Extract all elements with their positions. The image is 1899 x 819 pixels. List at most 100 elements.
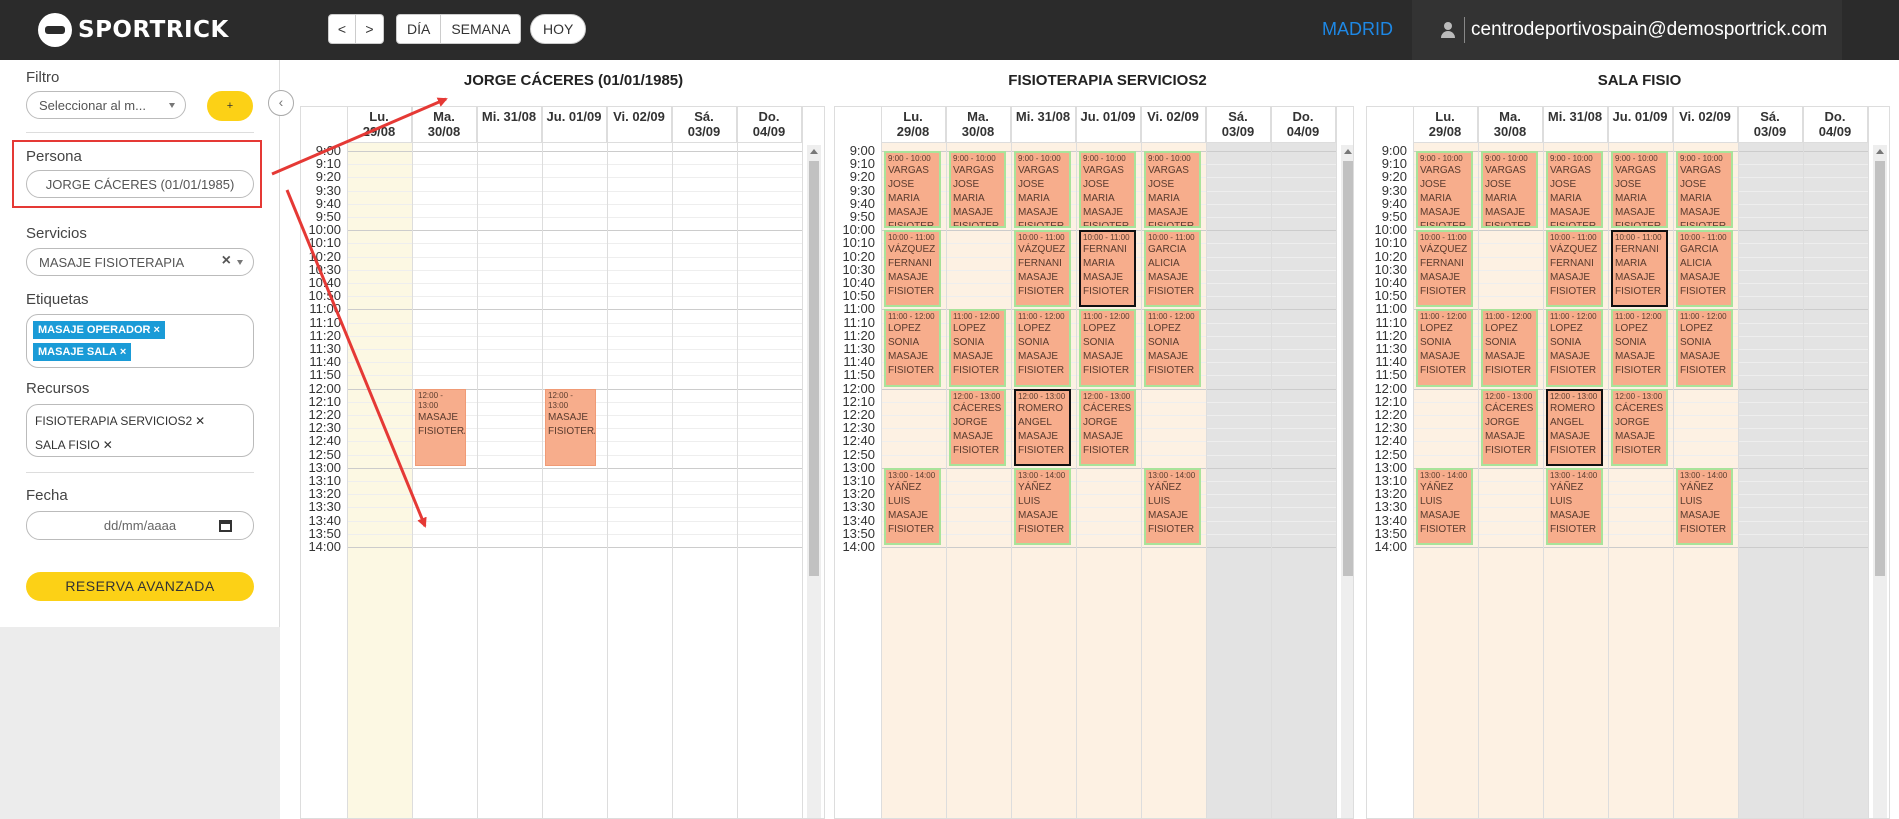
day-header[interactable]: Vi. 02/09 — [1141, 107, 1206, 143]
city-selector[interactable]: MADRID — [1322, 19, 1393, 39]
appointment-event[interactable]: 10:00 - 11:00 VÁZQUEZ FERNANI MASAJE FISIOTE… — [884, 230, 941, 308]
scroll-up-icon[interactable] — [810, 149, 818, 154]
appointment-event[interactable]: 9:00 - 10:00 VARGAS JOSE MARIA MASAJE FISIOTE… — [1546, 151, 1603, 229]
appointment-event[interactable]: 11:00 - 12:00 LOPEZ SONIA MASAJE FISIOTER — [1144, 309, 1201, 387]
appointment-event[interactable]: 13:00 - 14:00 YÁÑEZ LUIS MASAJE FISIOTER — [1014, 467, 1071, 545]
appointment-event[interactable]: 10:00 - 11:00 GARCIA ALICIA MASAJE FISIOTER — [1144, 230, 1201, 308]
day-header[interactable]: Sá. 03/09 — [1206, 107, 1271, 143]
day-header[interactable]: Ma. 30/08 — [946, 107, 1011, 143]
tag-chip[interactable]: MASAJE SALA × — [33, 343, 132, 361]
day-header[interactable]: Do. 04/09 — [1271, 107, 1336, 143]
remove-tag-icon[interactable]: × — [153, 324, 160, 336]
date-input[interactable]: dd/mm/aaaa — [26, 511, 254, 540]
next-week-button[interactable]: > — [356, 14, 384, 44]
clear-icon[interactable]: × — [221, 252, 231, 269]
day-header[interactable]: Lu. 29/08 — [881, 107, 946, 143]
appointment-event[interactable]: 12:00 - 13:00 ROMERO ANGEL MASAJE FISIOTER — [1014, 388, 1071, 466]
appointment-event[interactable]: 11:00 - 12:00 LOPEZ SONIA MASAJE FISIOTER — [1676, 309, 1733, 387]
appointment-event[interactable]: 10:00 - 11:00 GARCIA ALICIA MASAJE FISIOTER — [1676, 230, 1733, 308]
collapse-sidebar-button[interactable]: ‹ — [268, 90, 294, 116]
day-header[interactable]: Do. 04/09 — [1803, 107, 1868, 143]
day-header[interactable]: Ma. 30/08 — [412, 107, 477, 143]
appointment-event[interactable]: 12:00 - 13:00 CÁCERES JORGE MASAJE FISIOTER — [949, 388, 1006, 466]
appointment-event[interactable]: 13:00 - 14:00 YÁÑEZ LUIS MASAJE FISIOTER — [1144, 467, 1201, 545]
appointment-event[interactable]: 13:00 - 14:00 YÁÑEZ LUIS MASAJE FISIOTER — [884, 467, 941, 545]
scroll-thumb[interactable] — [809, 161, 819, 576]
filter-select[interactable]: Seleccionar al m... — [26, 91, 186, 119]
appointment-event[interactable]: 11:00 - 12:00 LOPEZ SONIA MASAJE FISIOTER — [949, 309, 1006, 387]
advanced-reservation-button[interactable]: RESERVA AVANZADA — [26, 572, 254, 601]
persona-input[interactable]: JORGE CÁCERES (01/01/1985) — [26, 170, 254, 198]
calendar-scrollbar[interactable] — [1873, 145, 1887, 818]
scroll-thumb[interactable] — [1875, 161, 1885, 576]
appointment-event[interactable]: 11:00 - 12:00 LOPEZ SONIA MASAJE FISIOTER — [1416, 309, 1473, 387]
tag-chip[interactable]: MASAJE OPERADOR × — [33, 321, 165, 339]
resources-input[interactable]: FISIOTERAPIA SERVICIOS2 ✕ SALA FISIO ✕ — [26, 404, 254, 457]
appointment-event[interactable]: 9:00 - 10:00 VARGAS JOSE MARIA MASAJE FISIOTE… — [1611, 151, 1668, 229]
brand-logo[interactable]: SPORTRICK — [38, 12, 229, 48]
appointment-event[interactable]: 9:00 - 10:00 VARGAS JOSE MARIA MASAJE FISIOTE… — [1079, 151, 1136, 229]
appointment-event[interactable]: 12:00 - 13:00 MASAJE FISIOTERA — [415, 388, 466, 466]
today-button[interactable]: HOY — [530, 14, 587, 44]
calendar-icon[interactable] — [219, 520, 232, 532]
remove-resource-icon[interactable]: ✕ — [195, 414, 206, 428]
appointment-event[interactable]: 9:00 - 10:00 VARGAS JOSE MARIA MASAJE FISIOTE… — [1676, 151, 1733, 229]
prev-week-button[interactable]: < — [328, 14, 356, 44]
day-header[interactable]: Mi. 31/08 — [477, 107, 542, 143]
appointment-event[interactable]: 11:00 - 12:00 LOPEZ SONIA MASAJE FISIOTER — [1546, 309, 1603, 387]
calendar-scrollbar[interactable] — [1341, 145, 1353, 818]
services-select[interactable]: MASAJE FISIOTERAPIA × — [26, 248, 254, 276]
remove-resource-icon[interactable]: ✕ — [102, 438, 113, 452]
day-header[interactable]: Mi. 31/08 — [1543, 107, 1608, 143]
appointment-event[interactable]: 9:00 - 10:00 VARGAS JOSE MARIA MASAJE FISIOTE… — [1481, 151, 1538, 229]
resource-chip[interactable]: FISIOTERAPIA SERVICIOS2 ✕ — [33, 411, 207, 431]
appointment-event[interactable]: 12:00 - 13:00 CÁCERES JORGE MASAJE FISIOTER — [1611, 388, 1668, 466]
appointment-event[interactable]: 9:00 - 10:00 VARGAS JOSE MARIA MASAJE FISIOTE… — [884, 151, 941, 229]
add-filter-button[interactable]: + — [207, 91, 253, 121]
day-header[interactable]: Ju. 01/09 — [1608, 107, 1673, 143]
appointment-event[interactable]: 11:00 - 12:00 LOPEZ SONIA MASAJE FISIOTER — [1014, 309, 1071, 387]
appointment-event[interactable]: 13:00 - 14:00 YÁÑEZ LUIS MASAJE FISIOTER — [1546, 467, 1603, 545]
appointment-event[interactable]: 10:00 - 11:00 VÁZQUEZ FERNANI MASAJE FISIOTE… — [1014, 230, 1071, 308]
appointment-event[interactable]: 12:00 - 13:00 CÁCERES JORGE MASAJE FISIOTER — [1079, 388, 1136, 466]
appointment-event[interactable]: 10:00 - 11:00 FERNANI MARIA MASAJE FISIOTER — [1079, 230, 1136, 308]
appointment-event[interactable]: 12:00 - 13:00 ROMERO ANGEL MASAJE FISIOTER — [1546, 388, 1603, 466]
tags-input[interactable]: MASAJE OPERADOR × MASAJE SALA × — [26, 314, 254, 368]
appointment-event[interactable]: 10:00 - 11:00 VÁZQUEZ FERNANI MASAJE FISIOTE… — [1416, 230, 1473, 308]
day-header[interactable]: Mi. 31/08 — [1011, 107, 1076, 143]
appointment-event[interactable]: 13:00 - 14:00 YÁÑEZ LUIS MASAJE FISIOTER — [1676, 467, 1733, 545]
day-header[interactable]: Ju. 01/09 — [542, 107, 607, 143]
day-view-button[interactable]: DÍA — [396, 14, 442, 44]
week-view-button[interactable]: SEMANA — [441, 14, 522, 44]
calendar-scrollbar[interactable] — [807, 145, 821, 818]
remove-tag-icon[interactable]: × — [119, 346, 127, 358]
day-header[interactable]: Ma. 30/08 — [1478, 107, 1543, 143]
appointment-event[interactable]: 9:00 - 10:00 VARGAS JOSE MARIA MASAJE FISIOTE… — [1014, 151, 1071, 229]
day-header[interactable]: Vi. 02/09 — [1673, 107, 1738, 143]
appointment-event[interactable]: 10:00 - 11:00 VÁZQUEZ FERNANI MASAJE FISIOTE… — [1546, 230, 1603, 308]
appointment-event[interactable]: 11:00 - 12:00 LOPEZ SONIA MASAJE FISIOTER — [1079, 309, 1136, 387]
appointment-event[interactable]: 11:00 - 12:00 LOPEZ SONIA MASAJE FISIOTER — [1611, 309, 1668, 387]
event-text: JOSE — [1148, 179, 1175, 190]
appointment-event[interactable]: 10:00 - 11:00 FERNANI MARIA MASAJE FISIOTER — [1611, 230, 1668, 308]
appointment-event[interactable]: 9:00 - 10:00 VARGAS JOSE MARIA MASAJE FISIOTE… — [1416, 151, 1473, 229]
appointment-event[interactable]: 12:00 - 13:00 MASAJE FISIOTERA — [545, 388, 596, 466]
day-header[interactable]: Lu. 29/08 — [347, 107, 412, 143]
scroll-up-icon[interactable] — [1876, 149, 1884, 154]
appointment-event[interactable]: 13:00 - 14:00 YÁÑEZ LUIS MASAJE FISIOTER — [1416, 467, 1473, 545]
day-header[interactable]: Sá. 03/09 — [1738, 107, 1803, 143]
day-header[interactable]: Sá. 03/09 — [672, 107, 737, 143]
appointment-event[interactable]: 9:00 - 10:00 VARGAS JOSE MARIA MASAJE FISIOTE… — [949, 151, 1006, 229]
appointment-event[interactable]: 12:00 - 13:00 CÁCERES JORGE MASAJE FISIOTER — [1481, 388, 1538, 466]
appointment-event[interactable]: 11:00 - 12:00 LOPEZ SONIA MASAJE FISIOTER — [1481, 309, 1538, 387]
appointment-event[interactable]: 9:00 - 10:00 VARGAS JOSE MARIA MASAJE FISIOTE… — [1144, 151, 1201, 229]
appointment-event[interactable]: 11:00 - 12:00 LOPEZ SONIA MASAJE FISIOTER — [884, 309, 941, 387]
day-header[interactable]: Do. 04/09 — [737, 107, 802, 143]
day-header[interactable]: Lu. 29/08 — [1413, 107, 1478, 143]
scroll-thumb[interactable] — [1343, 161, 1353, 576]
resource-chip[interactable]: SALA FISIO ✕ — [33, 435, 115, 455]
scroll-up-icon[interactable] — [1344, 149, 1352, 154]
day-header[interactable]: Vi. 02/09 — [607, 107, 672, 143]
day-header[interactable]: Ju. 01/09 — [1076, 107, 1141, 143]
user-menu[interactable]: centrodeportivospain@demosportrick.com — [1412, 0, 1842, 60]
